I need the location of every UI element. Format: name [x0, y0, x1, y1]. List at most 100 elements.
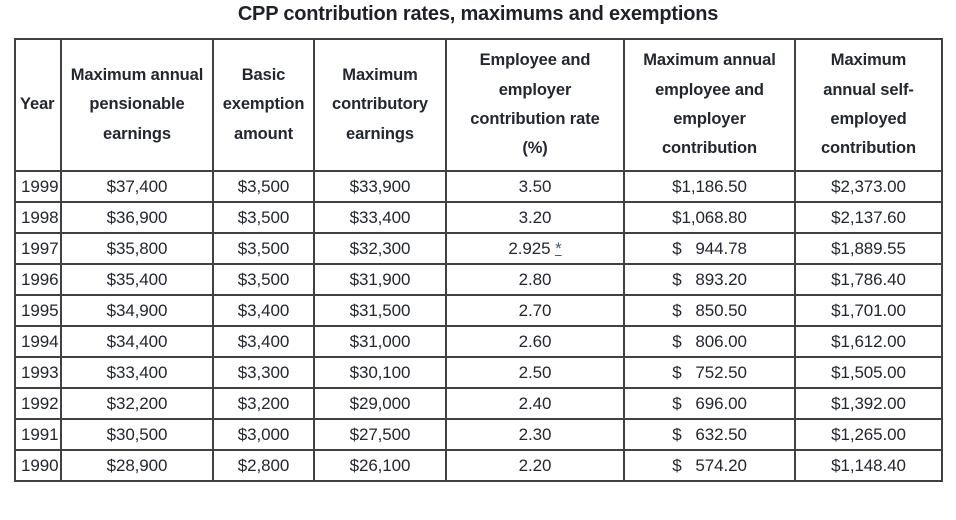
cell-max-employee-employer-contribution: $ 752.50 [623, 356, 796, 389]
cell-max-pensionable-earnings: $33,400 [60, 356, 214, 389]
column-header-maximum-annual-employee-and-employer-contribution: Maximum annual employee and employer con… [623, 38, 796, 172]
cell-max-contributory-earnings: $26,100 [313, 449, 447, 482]
cell-max-contributory-earnings: $31,000 [313, 325, 447, 358]
cell-year: 1992 [14, 387, 62, 420]
cell-basic-exemption: $3,500 [212, 232, 315, 265]
column-header-basic-exemption-amount: Basic exemption amount [212, 38, 315, 172]
table-row-1999: 1999 $37,400 $3,500 $33,900 3.50 $1,186.50 $2,… [14, 170, 943, 203]
cell-max-pensionable-earnings: $37,400 [60, 170, 214, 203]
column-header-maximum-annual-pensionable-earnings: Maximum annual pensionable earnings [60, 38, 214, 172]
cell-basic-exemption: $3,400 [212, 294, 315, 327]
rate-value: 2.50 [518, 362, 552, 382]
cell-max-contributory-earnings: $29,000 [313, 387, 447, 420]
cell-contribution-rate: 2.40 [445, 387, 625, 420]
cell-contribution-rate: 2.925 * [445, 232, 625, 265]
cell-max-pensionable-earnings: $28,900 [60, 449, 214, 482]
cell-max-employee-employer-contribution: $ 632.50 [623, 418, 796, 451]
table-row-1992: 1992 $32,200 $3,200 $29,000 2.40 $ 696.00 $1,3… [14, 387, 943, 420]
page-title: CPP contribution rates, maximums and exe… [237, 3, 719, 25]
cell-max-pensionable-earnings: $32,200 [60, 387, 214, 420]
cell-max-contributory-earnings: $33,400 [313, 201, 447, 234]
rate-value: 2.60 [518, 331, 552, 351]
cell-max-employee-employer-contribution: $ 696.00 [623, 387, 796, 420]
cell-year: 1996 [14, 263, 62, 296]
cell-year: 1994 [14, 325, 62, 358]
cell-contribution-rate: 2.20 [445, 449, 625, 482]
cell-max-self-employed-contribution: $1,265.00 [794, 418, 943, 451]
cpp-contribution-table: Year Maximum annual pensionable earnings B… [14, 38, 943, 482]
rate-footnote-asterisk-link[interactable]: * [555, 238, 562, 258]
table-header: Year Maximum annual pensionable earnings B… [14, 38, 943, 172]
cell-max-employee-employer-contribution: $ 944.78 [623, 232, 796, 265]
cell-max-pensionable-earnings: $35,400 [60, 263, 214, 296]
cell-max-contributory-earnings: $31,500 [313, 294, 447, 327]
cell-max-pensionable-earnings: $30,500 [60, 418, 214, 451]
cell-contribution-rate: 3.20 [445, 201, 625, 234]
cell-max-contributory-earnings: $30,100 [313, 356, 447, 389]
cell-contribution-rate: 2.50 [445, 356, 625, 389]
table-row-1990: 1990 $28,900 $2,800 $26,100 2.20 $ 574.20 $1,1… [14, 449, 943, 482]
cell-max-self-employed-contribution: $1,889.55 [794, 232, 943, 265]
cell-year: 1998 [14, 201, 62, 234]
cell-max-self-employed-contribution: $1,148.40 [794, 449, 943, 482]
cell-year: 1997 [14, 232, 62, 265]
cell-max-self-employed-contribution: $1,505.00 [794, 356, 943, 389]
cell-max-contributory-earnings: $33,900 [313, 170, 447, 203]
cell-contribution-rate: 3.50 [445, 170, 625, 203]
cell-max-self-employed-contribution: $1,786.40 [794, 263, 943, 296]
cell-basic-exemption: $3,300 [212, 356, 315, 389]
cell-max-contributory-earnings: $27,500 [313, 418, 447, 451]
cell-max-contributory-earnings: $32,300 [313, 232, 447, 265]
table-header-row: Year Maximum annual pensionable earnings B… [14, 38, 943, 172]
column-header-maximum-annual-self-employed-contribution: Maximum annual self-employed contributio… [794, 38, 943, 172]
cell-max-self-employed-contribution: $1,701.00 [794, 294, 943, 327]
cell-max-employee-employer-contribution: $ 574.20 [623, 449, 796, 482]
cell-year: 1990 [14, 449, 62, 482]
cell-contribution-rate: 2.80 [445, 263, 625, 296]
column-header-maximum-contributory-earnings: Maximum contributory earnings [313, 38, 447, 172]
cell-year: 1993 [14, 356, 62, 389]
cell-contribution-rate: 2.30 [445, 418, 625, 451]
cell-contribution-rate: 2.60 [445, 325, 625, 358]
cell-basic-exemption: $3,500 [212, 263, 315, 296]
rate-value: 2.30 [518, 424, 552, 444]
table-row-1991: 1991 $30,500 $3,000 $27,500 2.30 $ 632.50 $1,2… [14, 418, 943, 451]
table-row-1993: 1993 $33,400 $3,300 $30,100 2.50 $ 752.50 $1,5… [14, 356, 943, 389]
cell-contribution-rate: 2.70 [445, 294, 625, 327]
cell-basic-exemption: $3,000 [212, 418, 315, 451]
cell-basic-exemption: $2,800 [212, 449, 315, 482]
cell-basic-exemption: $3,500 [212, 201, 315, 234]
cell-basic-exemption: $3,500 [212, 170, 315, 203]
table-row-1994: 1994 $34,400 $3,400 $31,000 2.60 $ 806.00 $1,6… [14, 325, 943, 358]
column-header-year: Year [14, 38, 62, 172]
table-row-1997: 1997 $35,800 $3,500 $32,300 2.925 * $ 944.78 $… [14, 232, 943, 265]
table-body: 1999 $37,400 $3,500 $33,900 3.50 $1,186.50 $2,… [14, 170, 943, 482]
cell-basic-exemption: $3,200 [212, 387, 315, 420]
cell-max-employee-employer-contribution: $ 850.50 [623, 294, 796, 327]
rate-value: 2.70 [518, 300, 552, 320]
cell-max-self-employed-contribution: $1,612.00 [794, 325, 943, 358]
column-header-employee-and-employer-contribution-rate: Employee and employer contribution rate … [445, 38, 625, 172]
cell-year: 1991 [14, 418, 62, 451]
rate-value: 3.20 [518, 207, 552, 227]
cell-max-pensionable-earnings: $35,800 [60, 232, 214, 265]
cell-max-self-employed-contribution: $2,137.60 [794, 201, 943, 234]
cell-year: 1999 [14, 170, 62, 203]
cell-max-self-employed-contribution: $2,373.00 [794, 170, 943, 203]
cell-max-employee-employer-contribution: $1,068.80 [623, 201, 796, 234]
cell-year: 1995 [14, 294, 62, 327]
rate-value: 2.20 [518, 455, 552, 475]
cell-max-pensionable-earnings: $36,900 [60, 201, 214, 234]
cell-basic-exemption: $3,400 [212, 325, 315, 358]
cell-max-pensionable-earnings: $34,900 [60, 294, 214, 327]
table-row-1995: 1995 $34,900 $3,400 $31,500 2.70 $ 850.50 $1,7… [14, 294, 943, 327]
cell-max-employee-employer-contribution: $1,186.50 [623, 170, 796, 203]
cell-max-self-employed-contribution: $1,392.00 [794, 387, 943, 420]
cell-max-employee-employer-contribution: $ 893.20 [623, 263, 796, 296]
cell-max-contributory-earnings: $31,900 [313, 263, 447, 296]
table-row-1996: 1996 $35,400 $3,500 $31,900 2.80 $ 893.20 $1,7… [14, 263, 943, 296]
rate-value: 2.925 [508, 238, 551, 258]
rate-value: 2.40 [518, 393, 552, 413]
cell-max-pensionable-earnings: $34,400 [60, 325, 214, 358]
